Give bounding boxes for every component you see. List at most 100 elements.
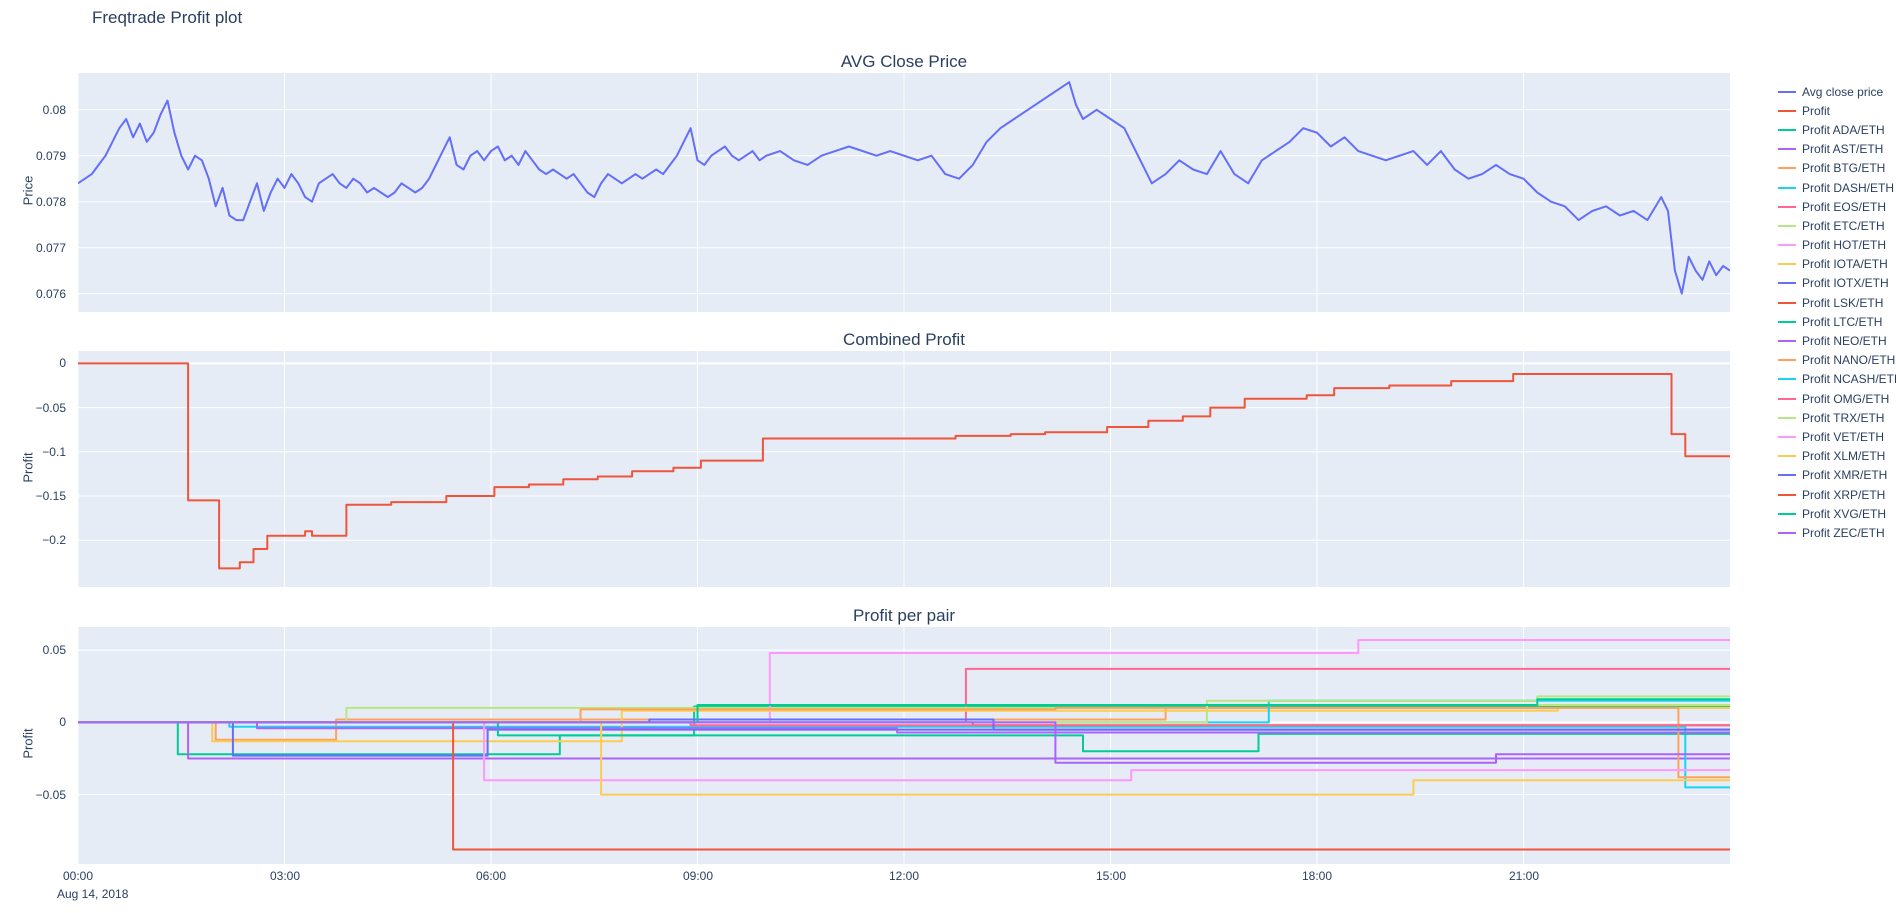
legend-item[interactable]: Profit VET/ETH bbox=[1778, 427, 1896, 446]
legend-item[interactable]: Profit DASH/ETH bbox=[1778, 178, 1896, 197]
legend-label: Profit HOT/ETH bbox=[1802, 238, 1887, 253]
y-axis-ticks-profit-per-pair: 0.05 0 −0.05 bbox=[0, 627, 70, 864]
legend-label: Profit LSK/ETH bbox=[1802, 295, 1884, 310]
legend-label: Profit NANO/ETH bbox=[1802, 353, 1896, 368]
legend-item[interactable]: Profit NEO/ETH bbox=[1778, 331, 1896, 350]
legend-label: Profit EOS/ETH bbox=[1802, 199, 1887, 214]
legend-label: Profit TRX/ETH bbox=[1802, 410, 1885, 425]
legend-label: Profit NCASH/ETH bbox=[1802, 372, 1896, 387]
x-tick-label: 18:00 bbox=[1301, 869, 1333, 883]
plot-profit-per-pair[interactable] bbox=[78, 627, 1730, 864]
legend-line-swatch bbox=[1778, 301, 1796, 304]
legend-line-swatch bbox=[1778, 359, 1796, 362]
legend-label: Profit XVG/ETH bbox=[1802, 506, 1887, 521]
y-tick-label: 0 bbox=[59, 715, 66, 729]
legend-item[interactable]: Profit IOTA/ETH bbox=[1778, 255, 1896, 274]
legend-item[interactable]: Profit XRP/ETH bbox=[1778, 485, 1896, 504]
legend-item[interactable]: Profit LTC/ETH bbox=[1778, 312, 1896, 331]
legend-item[interactable]: Profit XLM/ETH bbox=[1778, 447, 1896, 466]
series-profit-nano-eth bbox=[78, 706, 1730, 779]
x-tick-label: 00:00 bbox=[62, 869, 94, 883]
legend-item[interactable]: Profit ZEC/ETH bbox=[1778, 523, 1896, 542]
legend-label: Profit VET/ETH bbox=[1802, 429, 1885, 444]
legend-item[interactable]: Profit BTG/ETH bbox=[1778, 159, 1896, 178]
y-axis-ticks-avg-close-price: 0.076 0.077 0.078 0.079 0.08 bbox=[0, 73, 70, 312]
legend-item[interactable]: Profit XMR/ETH bbox=[1778, 466, 1896, 485]
legend-item[interactable]: Profit AST/ETH bbox=[1778, 140, 1896, 159]
plot-combined-profit[interactable] bbox=[78, 351, 1730, 587]
legend-line-swatch bbox=[1778, 186, 1796, 189]
legend-item[interactable]: Profit NCASH/ETH bbox=[1778, 370, 1896, 389]
legend-label: Profit LTC/ETH bbox=[1802, 314, 1883, 329]
y-tick-label: 0.077 bbox=[35, 241, 66, 255]
y-tick-label: 0.079 bbox=[35, 149, 66, 163]
legend-line-swatch bbox=[1778, 148, 1796, 151]
legend-label: Profit XRP/ETH bbox=[1802, 487, 1886, 502]
y-tick-label: −0.15 bbox=[35, 489, 66, 503]
series-profit-ltc-eth bbox=[78, 721, 1730, 753]
legend-label: Profit AST/ETH bbox=[1802, 142, 1884, 157]
series-avg-close-price bbox=[78, 81, 1730, 295]
series-profit bbox=[78, 362, 1730, 570]
legend-label: Profit XLM/ETH bbox=[1802, 449, 1886, 464]
y-axis-ticks-combined-profit: 0 −0.05 −0.1 −0.15 −0.2 bbox=[0, 351, 70, 587]
legend-item[interactable]: Profit ADA/ETH bbox=[1778, 120, 1896, 139]
x-tick-label: 06:00 bbox=[475, 869, 507, 883]
y-tick-label: 0.05 bbox=[42, 643, 66, 657]
x-tick-label: 12:00 bbox=[888, 869, 920, 883]
legend-label: Profit OMG/ETH bbox=[1802, 391, 1890, 406]
x-axis-date-label: Aug 14, 2018 bbox=[57, 887, 129, 901]
series-profit-zec-eth bbox=[78, 721, 1730, 764]
legend-line-swatch bbox=[1778, 263, 1796, 266]
legend-line-swatch bbox=[1778, 512, 1796, 515]
legend-label: Profit ADA/ETH bbox=[1802, 122, 1885, 137]
x-tick-label: 03:00 bbox=[269, 869, 301, 883]
legend-line-swatch bbox=[1778, 128, 1796, 131]
legend-item[interactable]: Profit IOTX/ETH bbox=[1778, 274, 1896, 293]
legend-label: Profit bbox=[1802, 103, 1831, 118]
legend-line-swatch bbox=[1778, 90, 1796, 93]
legend-label: Avg close price bbox=[1802, 84, 1884, 99]
legend-line-swatch bbox=[1778, 167, 1796, 170]
legend-label: Profit BTG/ETH bbox=[1802, 161, 1886, 176]
legend: Avg close price Profit Profit ADA/ETH Profi… bbox=[1778, 82, 1896, 543]
subplot-title-profit-per-pair: Profit per pair bbox=[852, 606, 956, 625]
legend-item[interactable]: Profit bbox=[1778, 101, 1896, 120]
legend-label: Profit IOTA/ETH bbox=[1802, 257, 1888, 272]
y-tick-label: −0.1 bbox=[42, 445, 66, 459]
legend-label: Profit XMR/ETH bbox=[1802, 468, 1888, 483]
legend-line-swatch bbox=[1778, 340, 1796, 343]
subplot-title-avg-close-price: AVG Close Price bbox=[840, 52, 968, 71]
legend-line-swatch bbox=[1778, 282, 1796, 285]
x-tick-label: 15:00 bbox=[1095, 869, 1127, 883]
legend-item[interactable]: Profit ETC/ETH bbox=[1778, 216, 1896, 235]
legend-item[interactable]: Profit LSK/ETH bbox=[1778, 293, 1896, 312]
legend-item[interactable]: Profit OMG/ETH bbox=[1778, 389, 1896, 408]
legend-label: Profit DASH/ETH bbox=[1802, 180, 1895, 195]
legend-line-swatch bbox=[1778, 493, 1796, 496]
legend-item[interactable]: Profit EOS/ETH bbox=[1778, 197, 1896, 216]
legend-item[interactable]: Profit XVG/ETH bbox=[1778, 504, 1896, 523]
page-title: Freqtrade Profit plot bbox=[92, 8, 243, 27]
legend-line-swatch bbox=[1778, 109, 1796, 112]
legend-item[interactable]: Avg close price bbox=[1778, 82, 1896, 101]
legend-line-swatch bbox=[1778, 416, 1796, 419]
legend-line-swatch bbox=[1778, 244, 1796, 247]
y-tick-label: −0.2 bbox=[42, 533, 66, 547]
plot-avg-close-price[interactable] bbox=[78, 73, 1730, 312]
subplot-title-combined-profit: Combined Profit bbox=[843, 330, 965, 349]
x-tick-label: 09:00 bbox=[682, 869, 714, 883]
legend-item[interactable]: Profit NANO/ETH bbox=[1778, 351, 1896, 370]
legend-item[interactable]: Profit HOT/ETH bbox=[1778, 236, 1896, 255]
x-tick-label: 21:00 bbox=[1508, 869, 1540, 883]
legend-line-swatch bbox=[1778, 455, 1796, 458]
legend-line-swatch bbox=[1778, 320, 1796, 323]
y-tick-label: −0.05 bbox=[35, 401, 66, 415]
legend-line-swatch bbox=[1778, 474, 1796, 477]
legend-line-swatch bbox=[1778, 397, 1796, 400]
legend-line-swatch bbox=[1778, 378, 1796, 381]
legend-label: Profit IOTX/ETH bbox=[1802, 276, 1889, 291]
legend-label: Profit ETC/ETH bbox=[1802, 218, 1885, 233]
legend-item[interactable]: Profit TRX/ETH bbox=[1778, 408, 1896, 427]
y-tick-label: 0 bbox=[59, 356, 66, 370]
